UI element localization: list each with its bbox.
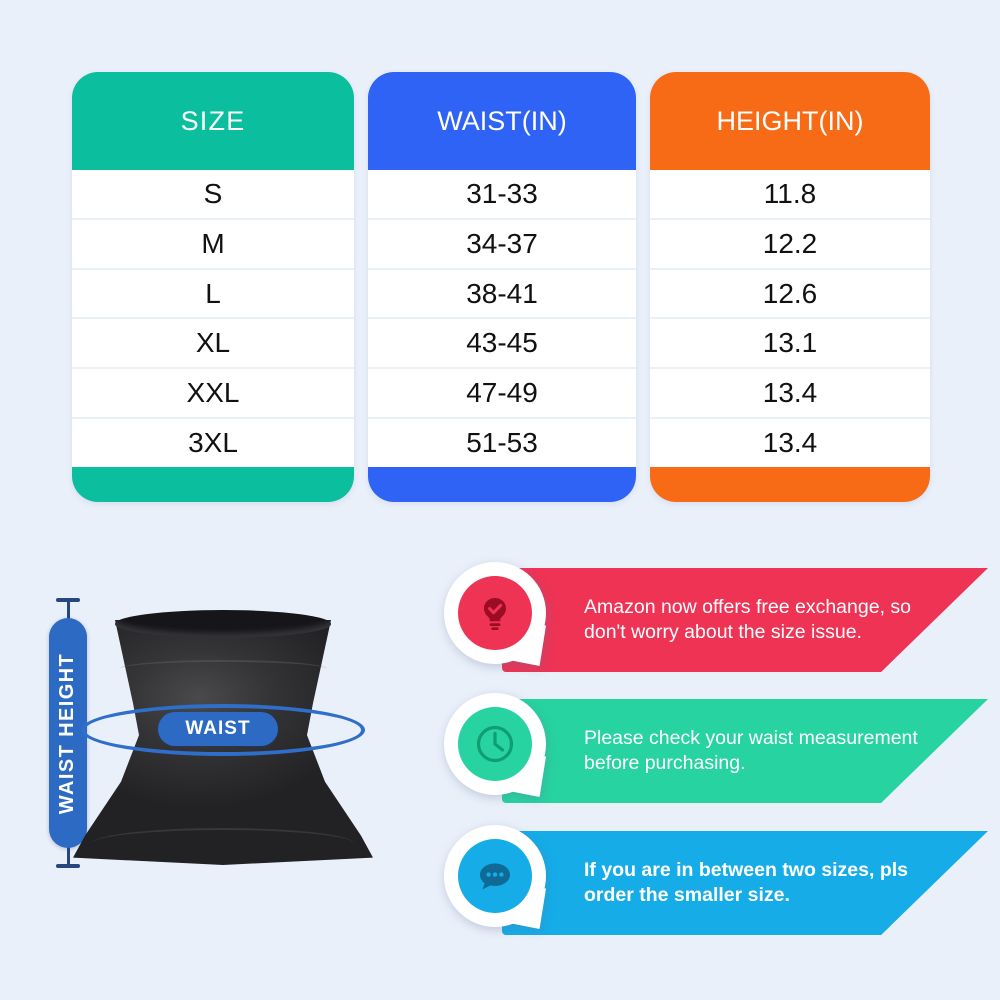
waist-trainer-belt: WAIST — [73, 608, 373, 878]
table-cell: 31-33 — [368, 170, 636, 220]
table-column-height: HEIGHT(IN) 11.8 12.2 12.6 13.1 13.4 13.4 — [650, 72, 930, 502]
table-column-waist: WAIST(IN) 31-33 34-37 38-41 43-45 47-49 … — [368, 72, 636, 502]
table-cell: 13.4 — [650, 419, 930, 467]
table-cell: 13.4 — [650, 369, 930, 420]
info-banner-badge — [438, 821, 558, 941]
column-body-waist: 31-33 34-37 38-41 43-45 47-49 51-53 — [368, 170, 636, 502]
table-cell: 13.1 — [650, 319, 930, 370]
clock-icon — [458, 707, 532, 781]
column-body-size: S M L XL XXL 3XL — [72, 170, 354, 502]
table-cell: S — [72, 170, 354, 220]
belt-seam-top — [119, 660, 327, 678]
info-banner-ribbon: If you are in between two sizes, pls ord… — [502, 831, 988, 935]
table-cell: L — [72, 269, 354, 320]
waist-label-pill: WAIST — [158, 712, 278, 746]
info-banner-ribbon: Please check your waist measurement befo… — [502, 699, 988, 803]
info-banner-ribbon: Amazon now offers free exchange, so don'… — [502, 568, 988, 672]
table-cell: 12.2 — [650, 219, 930, 270]
column-header-waist: WAIST(IN) — [437, 105, 567, 136]
info-banner-text: If you are in between two sizes, pls ord… — [584, 859, 908, 906]
waist-measurement-ring — [81, 704, 365, 756]
table-cell: 38-41 — [368, 269, 636, 320]
belt-seam-bottom — [91, 828, 355, 860]
column-body-height: 11.8 12.2 12.6 13.1 13.4 13.4 — [650, 170, 930, 502]
table-cell: 51-53 — [368, 419, 636, 467]
table-cell: 43-45 — [368, 319, 636, 370]
table-cell: 34-37 — [368, 219, 636, 270]
chat-bubble-icon — [458, 839, 532, 913]
table-column-size: SIZE S M L XL XXL 3XL — [72, 72, 354, 502]
info-banner: Please check your waist measurement befo… — [436, 689, 992, 809]
table-cell: XL — [72, 319, 354, 370]
waist-height-cap-top — [56, 598, 80, 602]
table-cell: 3XL — [72, 419, 354, 467]
info-banner-badge — [438, 689, 558, 809]
table-cell: 11.8 — [650, 170, 930, 220]
info-banner-text: Please check your waist measurement befo… — [584, 727, 918, 774]
lightbulb-check-icon — [458, 576, 532, 650]
belt-top-opening — [115, 610, 331, 638]
info-banner-text: Amazon now offers free exchange, so don'… — [584, 596, 911, 643]
waist-height-pill: WAIST HEIGHT — [49, 618, 87, 848]
info-banners-group: Amazon now offers free exchange, so don'… — [436, 558, 992, 968]
product-measurement-illustration: WAIST HEIGHT WAIST — [18, 578, 418, 978]
info-banner: If you are in between two sizes, pls ord… — [436, 821, 992, 941]
waist-height-cap-bottom — [56, 864, 80, 868]
table-cell: M — [72, 219, 354, 270]
table-cell: 12.6 — [650, 269, 930, 320]
table-cell: XXL — [72, 369, 354, 420]
info-banner: Amazon now offers free exchange, so don'… — [436, 558, 992, 678]
column-header-size: SIZE — [180, 105, 246, 136]
waist-height-indicator: WAIST HEIGHT — [48, 598, 88, 868]
info-banner-badge — [438, 558, 558, 678]
table-cell: 47-49 — [368, 369, 636, 420]
column-header-height: HEIGHT(IN) — [716, 105, 864, 136]
size-chart-table: SIZE S M L XL XXL 3XL WAIST(IN) 31-33 34… — [72, 72, 930, 502]
